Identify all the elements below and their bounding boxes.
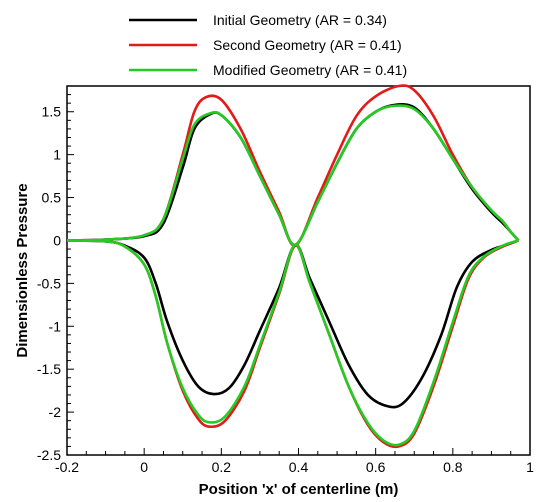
x-tick-label: 1	[526, 459, 534, 475]
series-line-lower	[66, 239, 519, 449]
y-axis-title: Dimensionless Pressure	[14, 183, 31, 357]
series-line-upper	[66, 84, 520, 247]
y-axis-ticks: 1.5 1 0.5 0 -0.5 -1 -1.5 -2 -2.5	[37, 94, 74, 463]
x-tick-label: 0	[140, 459, 148, 475]
x-axis-ticks: -0.2 0 0.2 0.4 0.6 0.8 1	[55, 448, 534, 475]
series-3	[66, 104, 520, 447]
y-tick-label: -2	[49, 404, 62, 420]
legend: Initial Geometry (AR = 0.34) Second Geome…	[129, 12, 407, 78]
y-tick-label: 0	[53, 232, 61, 248]
series-2	[66, 84, 520, 449]
x-tick-label: 0.2	[212, 459, 232, 475]
legend-label: Initial Geometry (AR = 0.34)	[213, 12, 387, 28]
y-tick-label: 1	[53, 147, 61, 163]
series-line-upper	[66, 104, 520, 247]
y-tick-label: -1.5	[37, 361, 61, 377]
legend-label: Modified Geometry (AR = 0.41)	[213, 62, 407, 78]
series-line-lower	[66, 239, 519, 447]
series-line-lower	[66, 239, 519, 409]
legend-item: Second Geometry (AR = 0.41)	[129, 37, 402, 53]
y-tick-label: -2.5	[37, 447, 61, 463]
x-axis-title: Position 'x' of centerline (m)	[199, 481, 399, 498]
y-tick-label: -0.5	[37, 275, 61, 291]
x-tick-label: -0.2	[55, 459, 79, 475]
legend-item: Modified Geometry (AR = 0.41)	[129, 62, 407, 78]
legend-label: Second Geometry (AR = 0.41)	[213, 37, 402, 53]
series-layer	[66, 84, 520, 449]
series-line-upper	[66, 103, 520, 247]
legend-item: Initial Geometry (AR = 0.34)	[129, 12, 387, 28]
x-tick-label: 0.8	[443, 459, 463, 475]
x-tick-label: 0.6	[366, 459, 386, 475]
y-tick-label: 0.5	[42, 190, 62, 206]
x-tick-label: 0.4	[289, 459, 309, 475]
y-tick-label: -1	[49, 318, 62, 334]
y-tick-label: 1.5	[42, 104, 62, 120]
plot-area-frame	[66, 85, 531, 456]
